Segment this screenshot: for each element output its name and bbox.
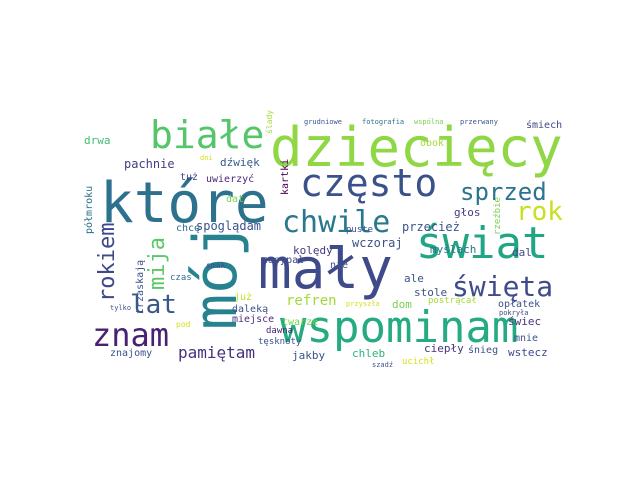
cloud-word: czas [170, 273, 192, 283]
cloud-word: szadź [372, 361, 393, 369]
cloud-word: rokiem [95, 223, 120, 302]
cloud-word: świat [416, 218, 548, 269]
cloud-word: rok [516, 197, 563, 227]
cloud-word: święta [452, 270, 553, 303]
cloud-word: przyszła [346, 300, 380, 308]
cloud-word: mnie [514, 333, 538, 344]
cloud-word: myślach [430, 243, 476, 256]
cloud-word: znajomy [110, 348, 152, 359]
cloud-word: chleb [352, 347, 385, 360]
cloud-word: wstecz [508, 346, 548, 359]
cloud-word: uwierzyć [206, 173, 254, 185]
cloud-word: śnieg [468, 344, 498, 356]
cloud-word: znam [92, 316, 169, 354]
cloud-word: stole [414, 286, 447, 299]
cloud-word: dawna [266, 326, 293, 336]
cloud-word: mija [145, 237, 170, 290]
cloud-word: wspominam [280, 302, 518, 353]
cloud-word: przerwany [460, 118, 498, 126]
cloud-word: refren [286, 293, 337, 309]
cloud-word: chwile [282, 205, 390, 240]
cloud-word: często [300, 161, 437, 205]
cloud-word: sprzed [460, 178, 547, 206]
cloud-word: przecież [402, 220, 460, 234]
cloud-word: kartki [280, 159, 291, 195]
cloud-word: dźwięk [220, 156, 260, 169]
cloud-word: jakby [292, 349, 325, 362]
cloud-word: które [100, 171, 269, 236]
cloud-word: opłatek [498, 299, 540, 310]
cloud-word: smak [206, 261, 225, 270]
cloud-word: już [234, 292, 252, 303]
cloud-word: mały [258, 237, 393, 302]
cloud-word: pokryła [499, 309, 529, 317]
cloud-word: nie [330, 260, 348, 271]
cloud-word: kolędy [293, 244, 333, 257]
cloud-word: dziecięcy [270, 116, 563, 179]
cloud-word: trzaskają [135, 260, 146, 314]
cloud-word: lat [130, 290, 177, 320]
cloud-word: zasypał [262, 255, 304, 266]
cloud-word: tęsknoty [258, 337, 302, 347]
cloud-word: dat [226, 194, 244, 205]
cloud-word: obok [420, 138, 444, 149]
cloud-word: pamiętam [178, 343, 255, 362]
cloud-word: postrącał [428, 296, 477, 306]
cloud-word: twarze [282, 317, 318, 328]
cloud-word: wspólna [414, 118, 444, 126]
cloud-word: mój [181, 222, 251, 330]
cloud-word: fotografia [362, 118, 404, 126]
cloud-word: półmroku [83, 186, 95, 234]
cloud-word: pod [176, 320, 191, 329]
cloud-word: ślady [264, 110, 274, 134]
cloud-word: miejsce [232, 314, 274, 325]
cloud-word: tuż [180, 172, 198, 183]
cloud-word: chcę [176, 223, 200, 234]
cloud-word: ucichł [402, 357, 435, 367]
cloud-word: pachnie [124, 157, 175, 171]
cloud-word: grudniowe [304, 118, 342, 126]
cloud-word: wczoraj [352, 236, 403, 250]
cloud-word: daleką [232, 304, 268, 315]
cloud-word: dom [392, 298, 412, 311]
cloud-word: dni [200, 154, 213, 162]
cloud-word: spoglądam [196, 219, 261, 233]
cloud-word: rzeźbie [493, 197, 503, 235]
cloud-word: drwa [84, 134, 111, 147]
cloud-word: głos [454, 206, 481, 219]
cloud-word: ciepły [424, 342, 464, 355]
cloud-word: puste [346, 225, 373, 235]
cloud-word: świec [508, 315, 541, 328]
cloud-word: ale [404, 272, 424, 285]
cloud-word: tylko [110, 304, 131, 312]
cloud-word: białe [150, 113, 264, 157]
cloud-word: dal [512, 246, 532, 259]
cloud-word: śmiech [526, 119, 562, 131]
